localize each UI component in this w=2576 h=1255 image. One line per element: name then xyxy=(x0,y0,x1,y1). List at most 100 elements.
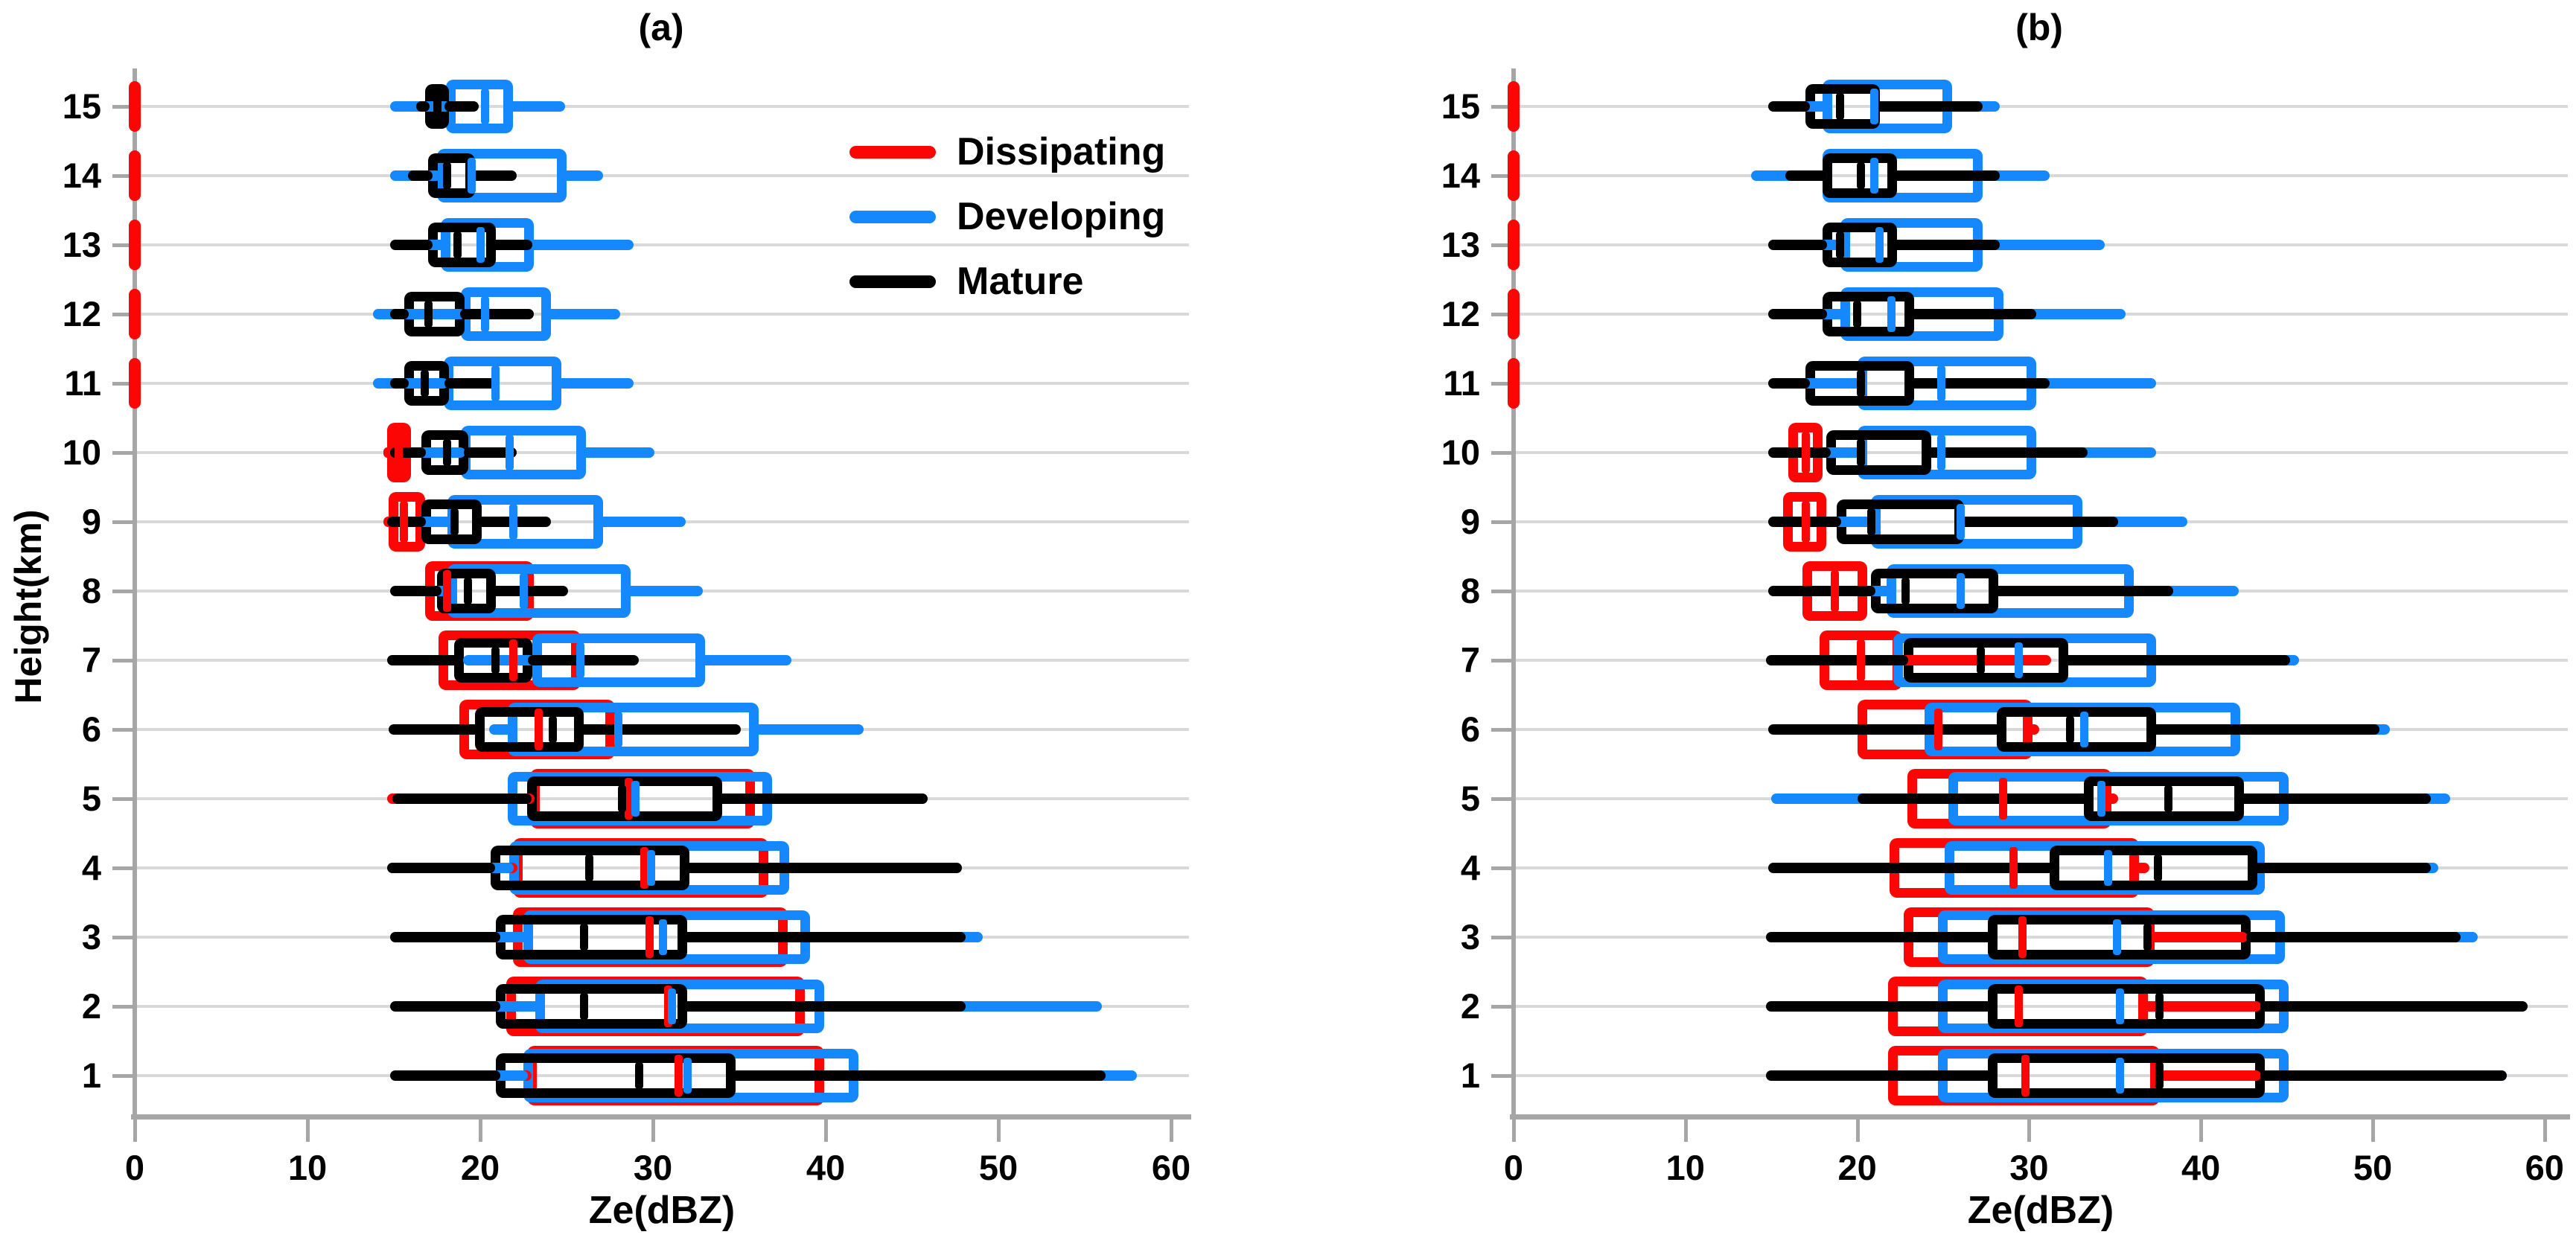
boxplot-dissipating-zero-marker-h11 xyxy=(1508,358,1520,409)
boxplot-dissipating-lower-whisker-h10 xyxy=(383,447,392,458)
boxplot-mature-lower-whisker-h5 xyxy=(1857,793,2089,804)
boxplot-dissipating-zero-marker-h14 xyxy=(129,150,141,201)
boxplot-mature-median-h4 xyxy=(2154,855,2162,881)
boxplot-mature-upper-whisker-h10 xyxy=(463,447,517,458)
legend-swatch-mature-icon xyxy=(849,275,936,288)
boxplot-mature-upper-whisker-h5 xyxy=(717,793,928,804)
panel-a-yaxis-label: Height(km) xyxy=(7,509,49,704)
y-tick-label-11: 11 xyxy=(64,363,101,403)
boxplot-mature-lower-whisker-h4 xyxy=(1767,863,2055,873)
boxplot-mature-median-h11 xyxy=(1856,370,1865,397)
boxplot-developing-box-h7 xyxy=(532,633,705,687)
x-tick-label-40: 40 xyxy=(2181,1148,2221,1187)
y-tick-label-15: 15 xyxy=(1441,86,1480,126)
boxplot-mature-box-h5 xyxy=(2084,776,2244,821)
y-tick-label-10: 10 xyxy=(62,432,101,472)
y-tick-9 xyxy=(1491,520,1514,524)
y-tick-label-10: 10 xyxy=(1441,432,1480,472)
y-tick-7 xyxy=(112,659,135,662)
boxplot-mature-box-h10 xyxy=(1826,430,1931,475)
boxplot-mature-median-h5 xyxy=(617,785,626,812)
boxplot-mature-upper-whisker-h11 xyxy=(444,378,500,389)
boxplot-mature-upper-whisker-h3 xyxy=(2246,932,2461,942)
boxplot-mature-median-h15 xyxy=(1836,93,1845,120)
boxplot-developing-median-h9 xyxy=(1956,504,1965,540)
boxplot-mature-upper-whisker-h5 xyxy=(2239,793,2432,804)
y-axis-line xyxy=(1511,68,1516,1118)
boxplot-mature-median-h8 xyxy=(464,578,473,604)
boxplot-mature-lower-whisker-h8 xyxy=(390,586,441,596)
boxplot-mature-median-h12 xyxy=(1853,301,1862,328)
boxplot-mature-box-h12 xyxy=(1823,292,1914,336)
boxplot-dissipating-zero-marker-h12 xyxy=(1508,289,1520,339)
boxplot-developing-median-h3 xyxy=(659,919,668,955)
y-tick-label-13: 13 xyxy=(62,225,101,264)
boxplot-mature-upper-whisker-h8 xyxy=(491,586,569,596)
boxplot-developing-lower-whisker-h6 xyxy=(488,724,513,735)
boxplot-dissipating-median-h5 xyxy=(625,778,634,820)
boxplot-mature-box-h6 xyxy=(475,707,584,752)
x-axis-line xyxy=(1510,1114,2570,1120)
boxplot-mature-median-h3 xyxy=(579,924,588,951)
boxplot-mature-lower-whisker-h3 xyxy=(390,932,500,942)
boxplot-dissipating-upper-whisker-h7 xyxy=(1897,655,2052,665)
panel-a-title: (a) xyxy=(638,7,684,48)
y-tick-label-3: 3 xyxy=(81,917,101,957)
boxplot-developing-median-h11 xyxy=(1937,365,1946,401)
boxplot-mature-lower-whisker-h15 xyxy=(416,101,430,112)
boxplot-developing-upper-whisker-h13 xyxy=(1978,240,2105,250)
boxplot-developing-median-h12 xyxy=(1887,296,1896,332)
gridline-h1 xyxy=(135,1074,1189,1077)
x-tick-40 xyxy=(2199,1120,2204,1142)
y-tick-label-2: 2 xyxy=(81,986,101,1026)
boxplot-dissipating-upper-whisker-h3 xyxy=(2149,932,2248,942)
x-tick-label-50: 50 xyxy=(978,1148,1018,1187)
y-tick-10 xyxy=(112,451,135,455)
boxplot-mature-lower-whisker-h6 xyxy=(1767,724,2001,735)
boxplot-mature-median-h2 xyxy=(2155,993,2164,1020)
y-tick-5 xyxy=(112,797,135,801)
boxplot-developing-upper-whisker-h9 xyxy=(598,517,686,527)
boxplot-mature-lower-whisker-h13 xyxy=(390,240,433,250)
boxplot-developing-upper-whisker-h11 xyxy=(2031,378,2157,389)
boxplot-mature-upper-whisker-h14 xyxy=(471,170,517,181)
boxplot-developing-median-h5 xyxy=(2097,781,2105,817)
boxplot-mature-upper-whisker-h13 xyxy=(1892,240,2000,250)
boxplot-mature-lower-whisker-h3 xyxy=(1766,932,1992,942)
gridline-h15 xyxy=(1514,105,2568,108)
boxplot-dissipating-median-h3 xyxy=(2018,916,2027,958)
boxplot-mature-median-h6 xyxy=(2066,716,2075,743)
boxplot-dissipating-zero-marker-h14 xyxy=(1508,150,1520,201)
boxplot-mature-lower-whisker-h5 xyxy=(392,793,532,804)
gridline-h2 xyxy=(1514,1005,2568,1008)
boxplot-developing-median-h11 xyxy=(491,365,500,401)
x-tick-50 xyxy=(997,1120,1001,1142)
boxplot-developing-median-h5 xyxy=(631,781,640,817)
y-tick-6 xyxy=(112,728,135,732)
boxplot-dissipating-upper-whisker-h1 xyxy=(2155,1070,2261,1081)
y-tick-10 xyxy=(1491,451,1514,455)
boxplot-mature-box-h5 xyxy=(526,776,722,821)
y-tick-label-6: 6 xyxy=(1460,709,1480,749)
boxplot-developing-median-h14 xyxy=(1870,158,1879,194)
gridline-h11 xyxy=(135,382,1189,385)
panel-b-xaxis-label: Ze(dBZ) xyxy=(1967,1189,2114,1232)
x-tick-label-50: 50 xyxy=(2353,1148,2393,1187)
boxplot-mature-median-h8 xyxy=(1901,578,1910,604)
x-tick-20 xyxy=(1855,1120,1860,1142)
y-tick-8 xyxy=(1491,590,1514,593)
boxplot-mature-box-h3 xyxy=(495,915,688,959)
boxplot-developing-median-h2 xyxy=(2116,989,2125,1024)
y-tick-2 xyxy=(1491,1005,1514,1009)
y-axis-line xyxy=(133,68,137,1118)
y-tick-label-8: 8 xyxy=(1460,571,1480,610)
boxplot-mature-box-h15 xyxy=(424,84,450,129)
boxplot-developing-median-h10 xyxy=(1937,435,1946,470)
boxplot-dissipating-median-h10 xyxy=(1801,432,1810,473)
boxplot-developing-median-h1 xyxy=(683,1058,692,1093)
boxplot-mature-median-h7 xyxy=(491,647,500,674)
x-tick-20 xyxy=(479,1120,482,1142)
boxplot-developing-median-h1 xyxy=(2116,1058,2125,1093)
boxplot-developing-median-h13 xyxy=(1875,227,1884,263)
x-tick-0 xyxy=(133,1120,137,1142)
